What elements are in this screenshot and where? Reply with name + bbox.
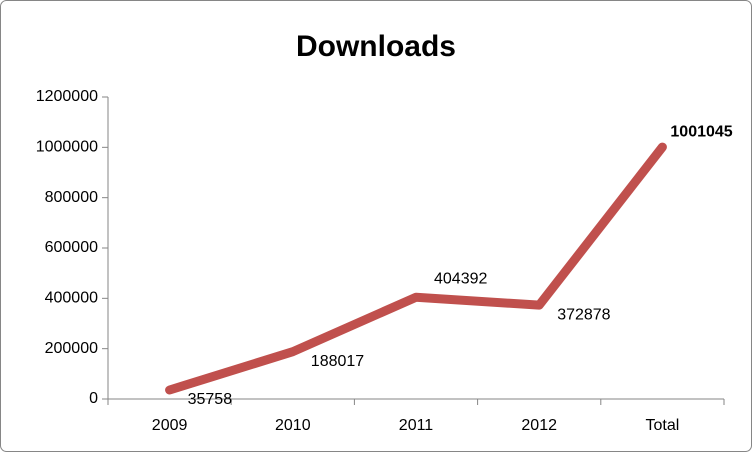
- y-tick-label: 1000000: [36, 139, 98, 156]
- x-tick-label: 2010: [275, 417, 311, 434]
- y-tick-label: 800000: [45, 189, 98, 206]
- x-tick-label: 2011: [399, 417, 434, 434]
- y-tick-label: 0: [89, 390, 98, 407]
- y-tick-label: 1200000: [36, 88, 98, 105]
- y-tick-label: 600000: [45, 239, 98, 256]
- data-label: 1001045: [670, 123, 732, 140]
- data-label: 188017: [311, 353, 364, 370]
- x-tick-label: 2012: [521, 417, 557, 434]
- y-tick-label: 200000: [45, 340, 98, 357]
- data-label: 35758: [188, 391, 233, 408]
- data-label: 404392: [434, 270, 487, 287]
- x-tick-label: 2009: [152, 417, 188, 434]
- x-tick-label: Total: [646, 417, 680, 434]
- chart-title: Downloads: [296, 30, 456, 63]
- data-label: 372878: [557, 306, 610, 323]
- data-line: [165, 142, 667, 395]
- y-tick-label: 400000: [45, 290, 98, 307]
